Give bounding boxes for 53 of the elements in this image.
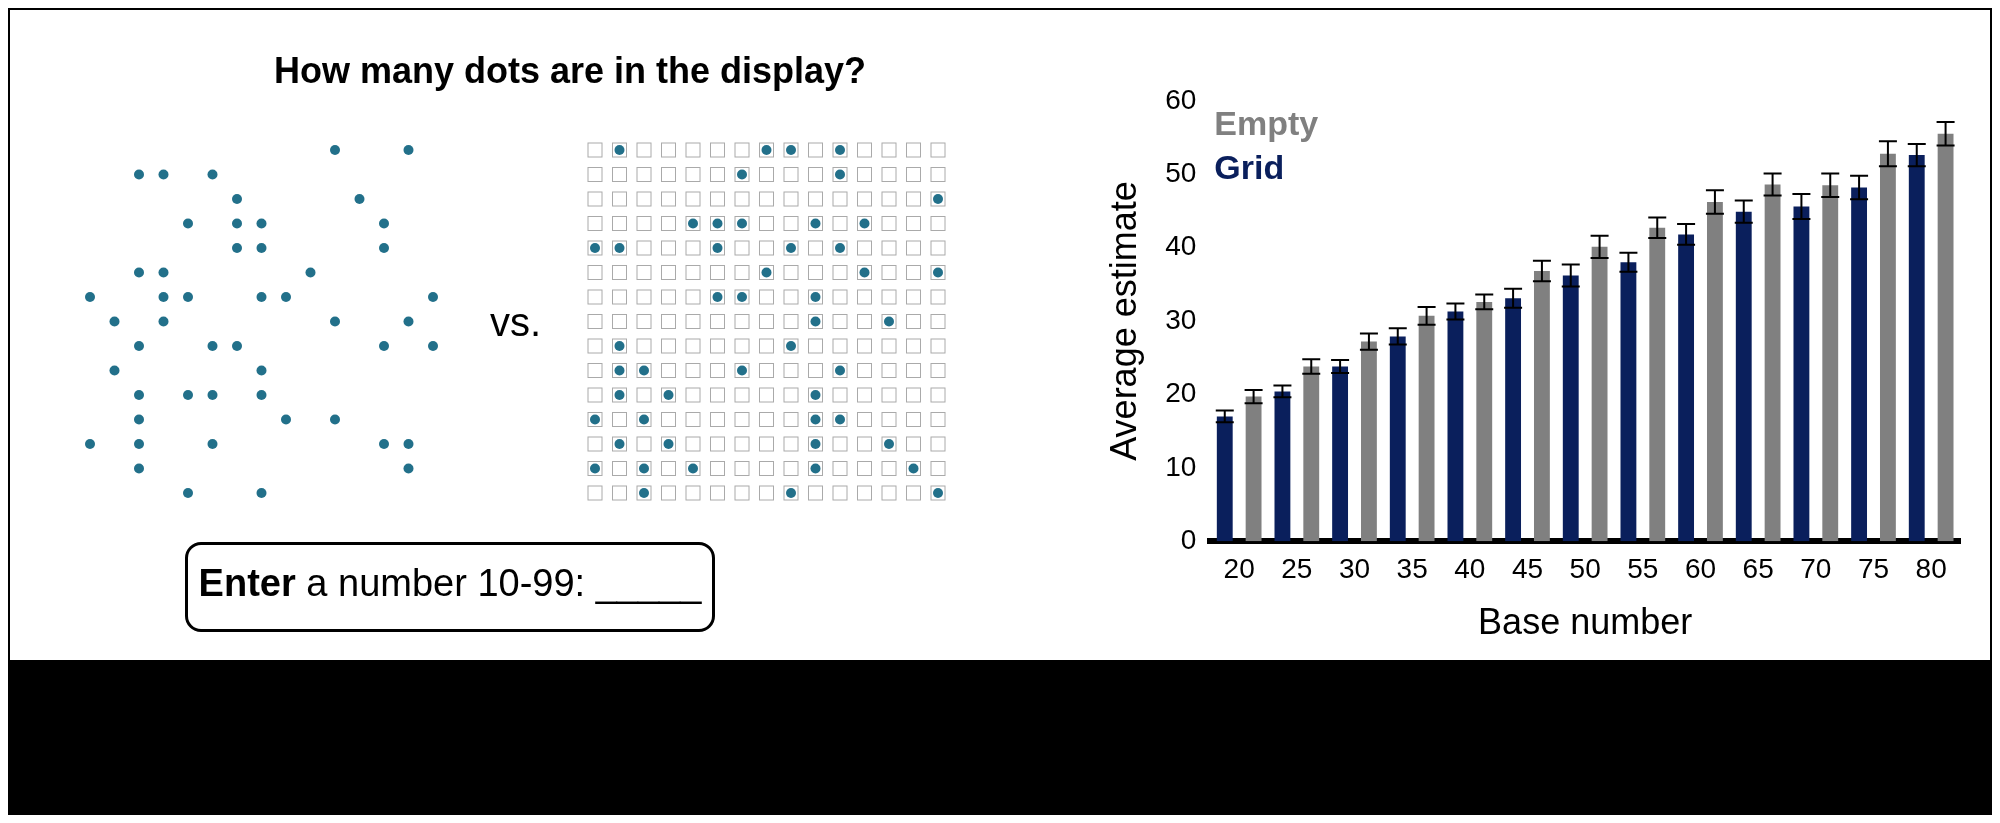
bar <box>1562 275 1579 542</box>
bar <box>1908 155 1925 542</box>
bar <box>1418 315 1435 542</box>
x-tick-label: 25 <box>1281 552 1313 584</box>
x-tick-label: 30 <box>1338 552 1371 584</box>
bar <box>1706 202 1723 542</box>
y-tick-label: 40 <box>1165 230 1197 262</box>
text: Grid <box>1214 148 1285 187</box>
y-axis-title: Average estimate <box>1102 181 1144 461</box>
x-tick-label: 70 <box>1800 552 1832 584</box>
text: Empty <box>1214 104 1319 143</box>
bar <box>1591 246 1608 542</box>
x-tick-label: 20 <box>1223 552 1255 584</box>
y-tick-label: 20 <box>1165 377 1197 409</box>
x-tick-label: 50 <box>1569 552 1601 584</box>
bar <box>1533 271 1550 542</box>
bar <box>1678 234 1695 542</box>
x-tick-label: 80 <box>1915 552 1947 584</box>
text: vs. <box>490 300 542 345</box>
x-tick-label: 75 <box>1857 552 1890 584</box>
bar <box>1332 366 1349 542</box>
bar <box>1216 416 1233 542</box>
x-tick-label: 65 <box>1742 552 1774 584</box>
bar <box>1505 298 1522 542</box>
bar <box>1649 227 1666 542</box>
bar <box>1735 211 1752 542</box>
bar <box>1620 262 1637 542</box>
y-tick-label: 60 <box>1165 83 1197 115</box>
text: Enter a number 10-99: _____ <box>197 562 703 605</box>
x-tick-label: 55 <box>1627 552 1659 584</box>
x-tick-label: 60 <box>1684 552 1717 584</box>
x-tick-label: 45 <box>1511 552 1544 584</box>
bar <box>1851 187 1868 542</box>
bar <box>1274 391 1291 542</box>
bar <box>1764 184 1781 542</box>
bar <box>1476 301 1493 542</box>
bar <box>1389 336 1406 542</box>
x-tick-label: 40 <box>1454 552 1486 584</box>
bar <box>1822 185 1839 542</box>
bar <box>1447 311 1464 542</box>
bar <box>1793 206 1810 542</box>
y-tick-label: 50 <box>1165 156 1197 188</box>
y-tick-label: 30 <box>1165 303 1197 335</box>
x-tick-label: 35 <box>1396 552 1428 584</box>
bar <box>1303 366 1320 542</box>
x-axis-title: Base number <box>1478 601 1693 643</box>
y-tick-label: 0 <box>1180 523 1197 555</box>
y-tick-label: 10 <box>1165 450 1197 482</box>
bar <box>1937 133 1954 542</box>
bar <box>1245 396 1262 542</box>
text: How many dots are in the display? <box>272 50 868 92</box>
bar <box>1361 341 1377 542</box>
bar <box>1879 153 1896 542</box>
